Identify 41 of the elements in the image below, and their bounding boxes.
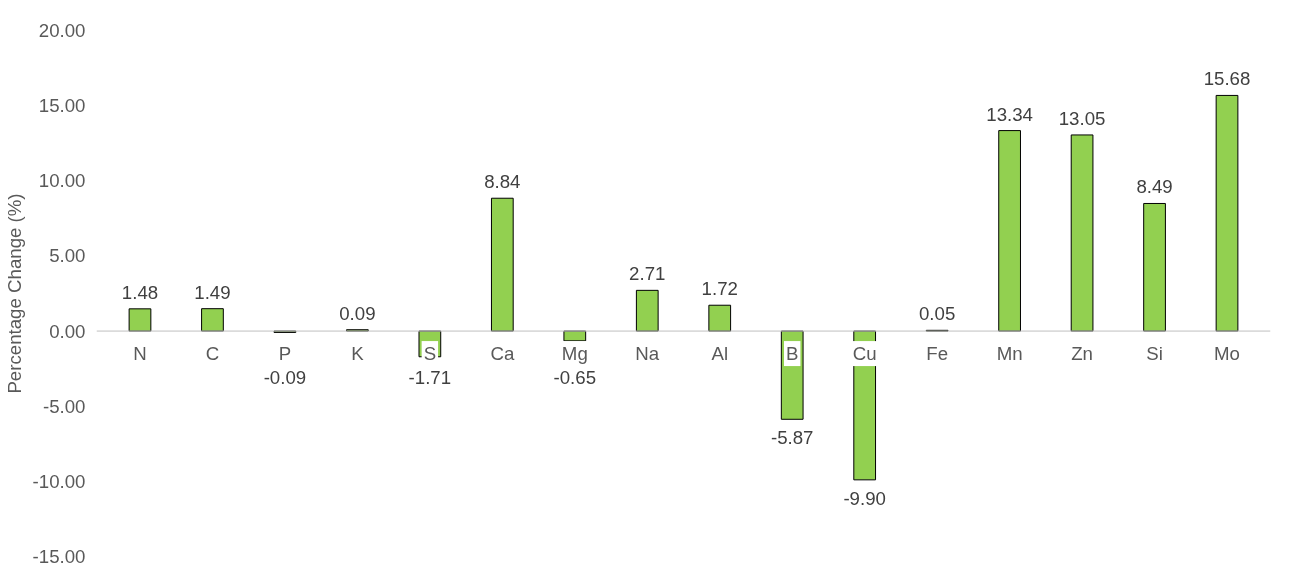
data-label: 0.05	[918, 303, 956, 325]
x-tick-label: Cu	[852, 343, 877, 365]
y-tick-label: 20.00	[38, 20, 86, 41]
data-label: 13.34	[986, 103, 1033, 125]
data-label: 8.84	[484, 171, 521, 193]
x-tick-label: Fe	[926, 343, 949, 365]
x-tick-label: Na	[635, 343, 660, 365]
y-tick-label: -10.00	[32, 470, 86, 492]
data-label: 8.49	[1136, 176, 1173, 198]
data-label: -1.71	[408, 367, 452, 389]
y-tick-label: 0.00	[49, 320, 86, 342]
x-tick-label: P	[278, 343, 292, 365]
data-label: -9.90	[843, 487, 886, 509]
x-tick-label: S	[423, 343, 437, 365]
data-label: 1.48	[121, 281, 159, 303]
data-label: -0.65	[553, 367, 597, 389]
y-tick-label: -5.00	[42, 395, 86, 417]
data-label: 1.49	[194, 281, 231, 303]
data-label: 15.68	[1203, 68, 1251, 90]
data-label: 1.72	[701, 278, 738, 300]
data-label: -0.09	[263, 367, 307, 389]
data-label: -5.87	[770, 427, 814, 449]
data-label: 0.09	[339, 302, 376, 324]
x-tick-label: Mn	[996, 343, 1023, 365]
x-tick-label: Mg	[561, 343, 588, 365]
x-tick-label: Mo	[1214, 343, 1240, 365]
y-axis-title: Percentage Change (%)	[3, 193, 25, 394]
data-label: 13.05	[1058, 107, 1106, 129]
x-tick-label: Al	[711, 343, 729, 365]
y-tick-label: -15.00	[32, 546, 86, 567]
x-tick-label: Zn	[1071, 343, 1093, 365]
x-tick-label: B	[785, 343, 799, 365]
x-tick-label: Si	[1146, 343, 1163, 365]
x-tick-label: C	[205, 343, 220, 365]
y-tick-label: 10.00	[38, 170, 86, 192]
data-label: 2.71	[629, 263, 666, 285]
x-tick-label: K	[351, 343, 365, 365]
x-tick-label: Ca	[490, 343, 515, 365]
y-tick-label: 15.00	[38, 95, 86, 117]
x-tick-label: N	[133, 343, 147, 365]
y-tick-label: 5.00	[49, 245, 86, 267]
